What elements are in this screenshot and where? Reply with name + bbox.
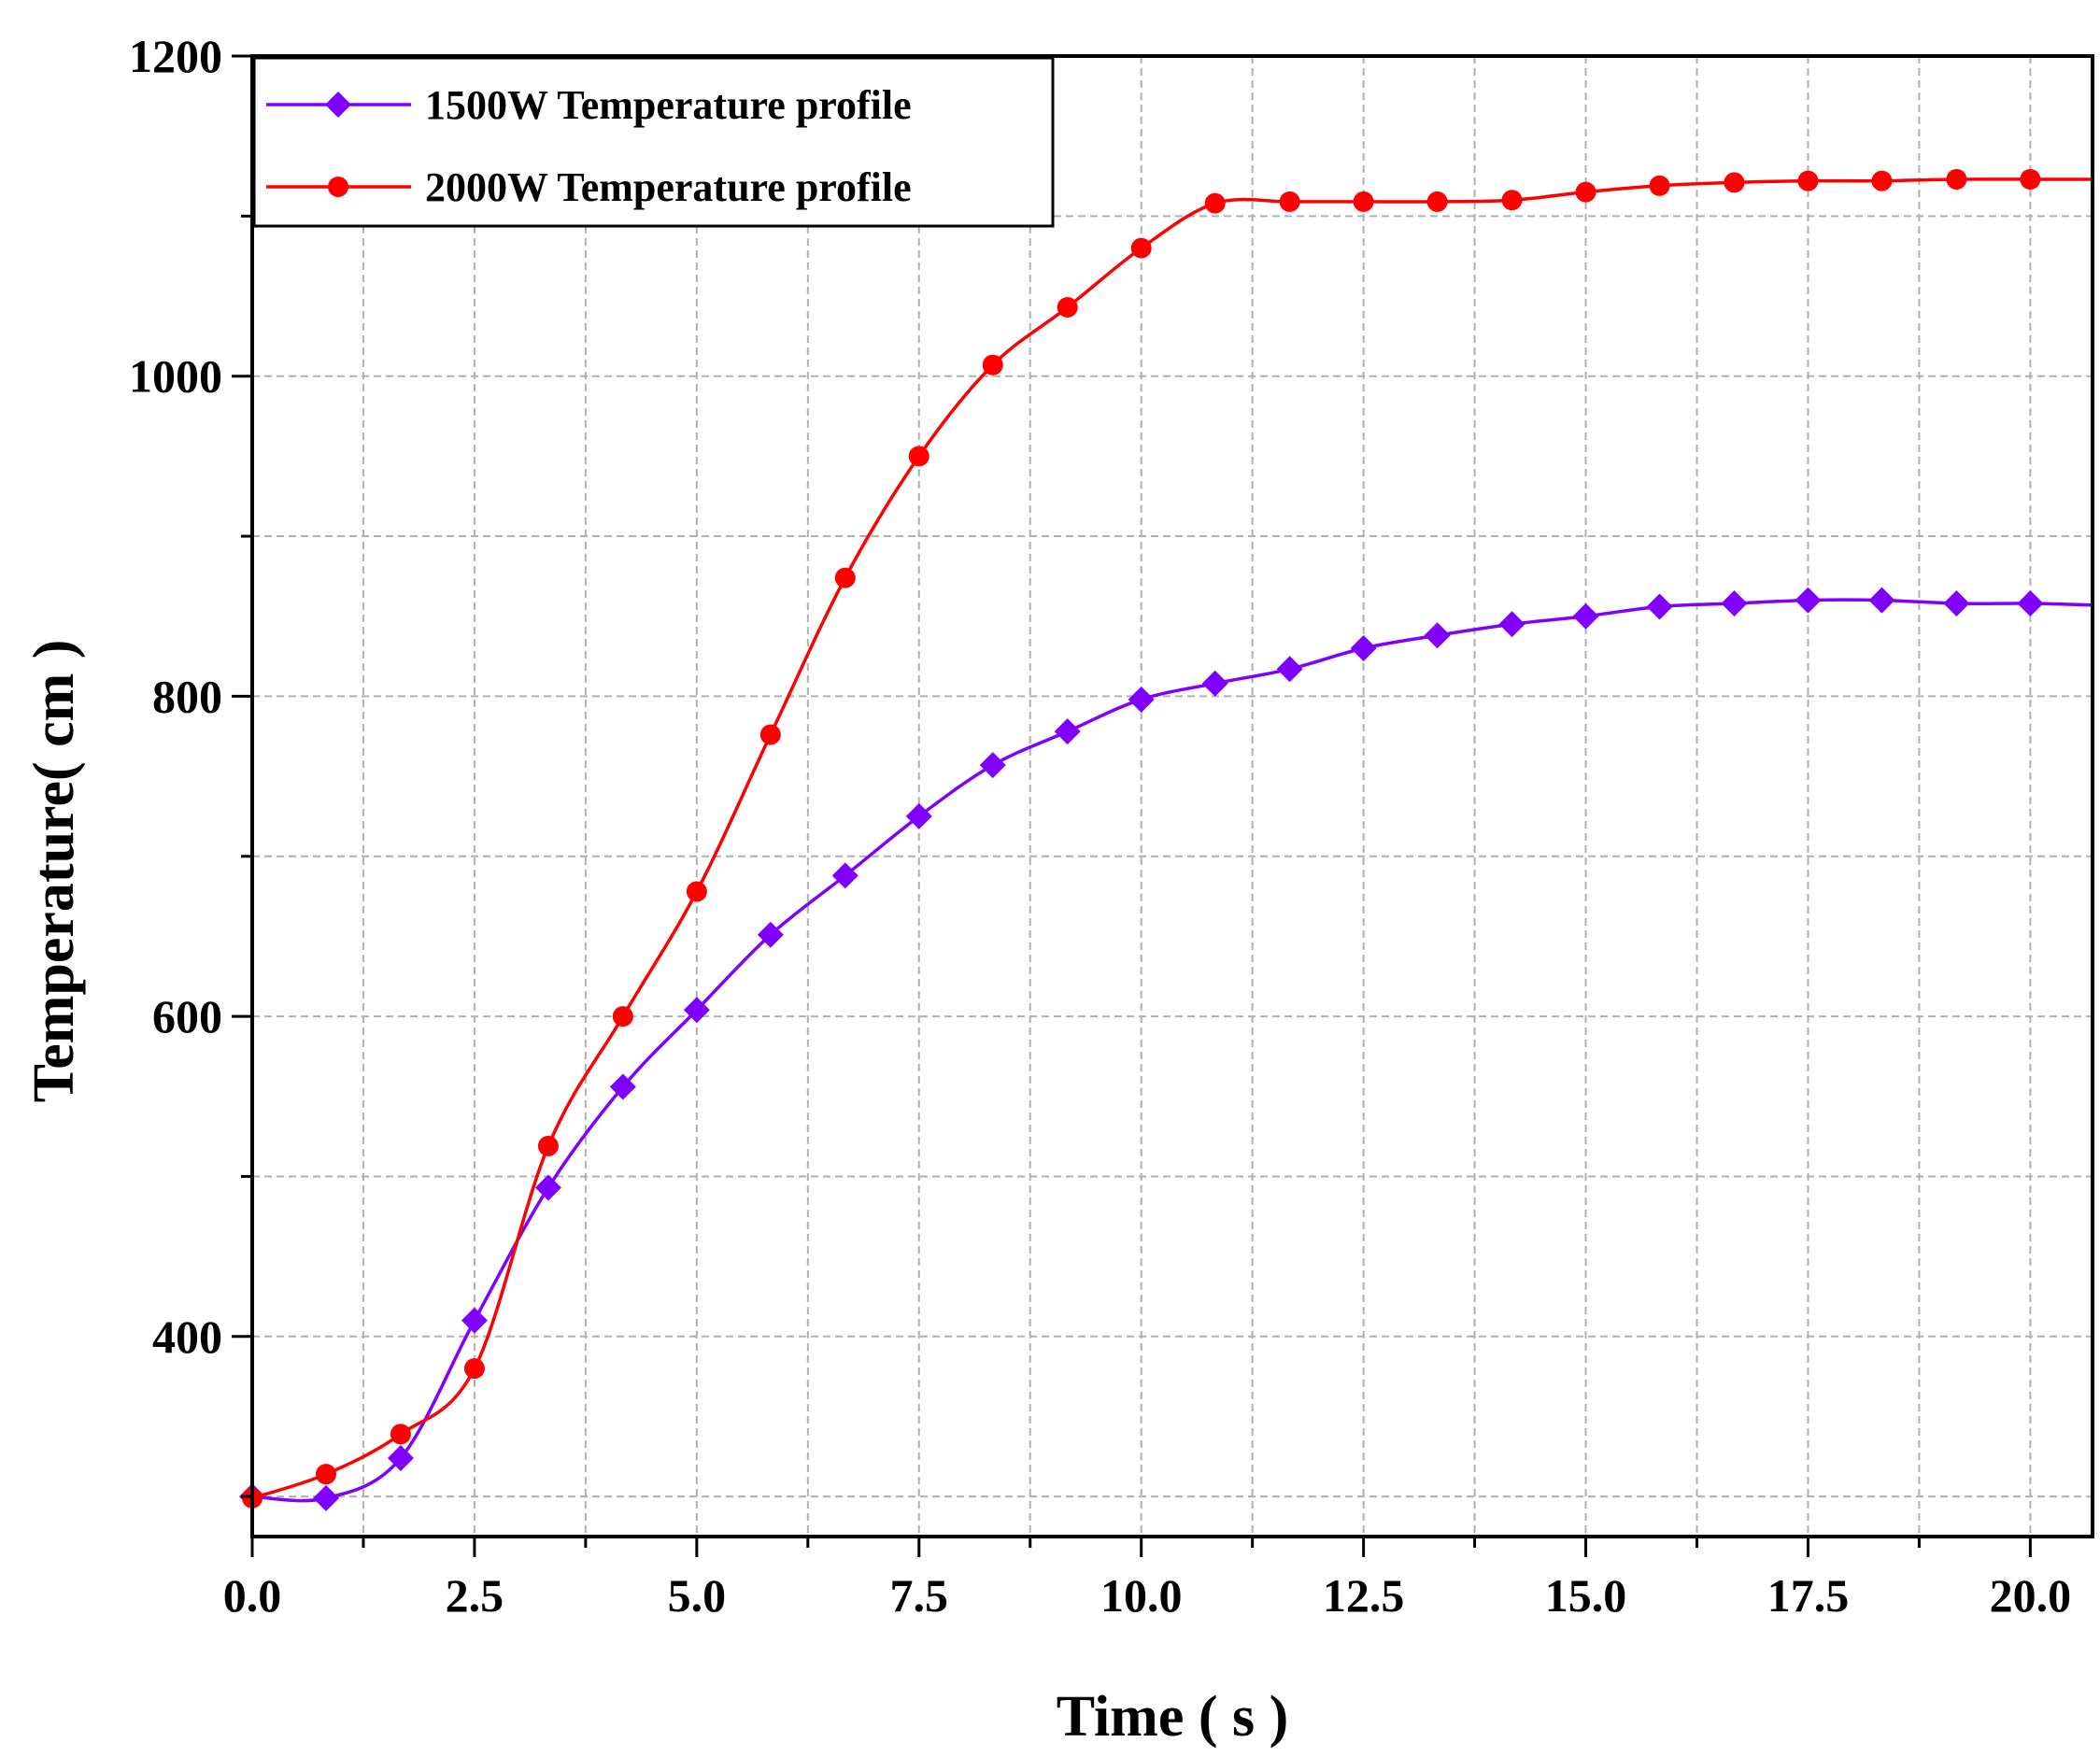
data-point-2000w xyxy=(390,1424,411,1445)
series-2000w xyxy=(242,168,2093,1509)
data-point-2000w xyxy=(1649,175,1670,196)
data-point-1500w xyxy=(1868,587,1895,614)
legend-marker-1500w xyxy=(325,92,351,118)
legend: 1500W Temperature profile 2000W Temperat… xyxy=(252,56,1055,228)
data-point-1500w xyxy=(1795,587,1822,614)
plot-frame xyxy=(250,54,2094,1538)
y-tick-label: 400 xyxy=(152,1311,222,1363)
y-tick-label: 800 xyxy=(152,670,222,722)
data-point-2000w xyxy=(537,1135,559,1156)
data-point-2000w xyxy=(834,567,856,588)
data-point-1500w xyxy=(534,1174,561,1201)
series-1500w xyxy=(239,587,2093,1511)
series-layer xyxy=(239,168,2093,1511)
data-point-1500w xyxy=(1721,590,1748,617)
data-point-2000w xyxy=(1871,170,1893,191)
x-tick-label: 0.0 xyxy=(223,1569,282,1622)
x-tick-labels: 0.0 2.5 5.0 7.5 10.0 12.5 15.0 17.5 20.0 xyxy=(223,1569,2071,1622)
x-axis-title: Time ( s ) xyxy=(1057,1685,1289,1749)
data-point-1500w xyxy=(1646,593,1673,620)
x-tick-label: 12.5 xyxy=(1323,1569,1405,1622)
data-point-1500w xyxy=(683,997,710,1024)
data-point-1500w xyxy=(757,921,784,948)
x-tick-label: 17.5 xyxy=(1767,1569,1850,1622)
x-tick-label: 10.0 xyxy=(1100,1569,1183,1622)
series-line-1500w xyxy=(251,598,2093,1503)
legend-label-1500w: 1500W Temperature profile xyxy=(425,82,912,128)
data-point-2000w xyxy=(1501,190,1523,211)
data-point-1500w xyxy=(1572,602,1599,630)
data-point-1500w xyxy=(1128,686,1155,713)
legend-marker-2000w xyxy=(328,177,348,197)
data-point-2000w xyxy=(908,446,929,467)
data-point-1500w xyxy=(1943,590,1970,617)
legend-label-2000w: 2000W Temperature profile xyxy=(425,164,912,210)
legend-box xyxy=(252,56,1055,228)
data-point-2000w xyxy=(1575,181,1596,203)
data-point-2000w xyxy=(612,1006,633,1027)
data-point-2000w xyxy=(1797,170,1819,191)
data-point-1500w xyxy=(312,1484,339,1511)
data-point-2000w xyxy=(315,1464,336,1485)
x-tick-label: 2.5 xyxy=(446,1569,504,1622)
data-point-2000w xyxy=(1426,191,1448,212)
y-tick-label: 600 xyxy=(152,990,222,1042)
data-point-2000w xyxy=(1057,297,1078,319)
x-tick-label: 20.0 xyxy=(1990,1569,2072,1622)
data-point-1500w xyxy=(1498,611,1525,638)
data-point-2000w xyxy=(2020,168,2041,190)
axis-ticks xyxy=(232,54,2032,1557)
data-point-1500w xyxy=(1276,656,1303,683)
y-tick-labels: 400 600 800 1000 1200 xyxy=(129,30,222,1363)
data-point-2000w xyxy=(1204,192,1226,214)
data-point-2000w xyxy=(686,881,707,902)
data-point-1500w xyxy=(461,1307,488,1334)
data-point-2000w xyxy=(1130,237,1152,259)
data-point-2000w xyxy=(463,1358,485,1380)
y-tick-label: 1200 xyxy=(129,30,222,82)
data-point-2000w xyxy=(1724,172,1745,193)
x-tick-label: 5.0 xyxy=(668,1569,727,1622)
data-point-2000w xyxy=(759,724,781,745)
data-point-1500w xyxy=(905,802,932,829)
data-point-2000w xyxy=(982,354,1003,375)
data-point-1500w xyxy=(387,1445,414,1472)
y-axis-title: Temperature( cm ) xyxy=(22,640,86,1103)
grid-lines xyxy=(252,56,2093,1537)
data-point-2000w xyxy=(1353,191,1374,212)
data-point-1500w xyxy=(2017,590,2044,617)
x-tick-label: 15.0 xyxy=(1545,1569,1627,1622)
data-point-1500w xyxy=(979,752,1006,779)
data-point-2000w xyxy=(1279,191,1300,212)
data-point-1500w xyxy=(1424,622,1451,649)
x-tick-label: 7.5 xyxy=(890,1569,949,1622)
data-point-1500w xyxy=(609,1073,636,1100)
data-point-2000w xyxy=(1946,168,1967,190)
data-point-1500w xyxy=(1054,718,1081,745)
data-point-1500w xyxy=(1350,635,1377,661)
data-point-1500w xyxy=(1201,670,1228,697)
y-tick-label: 1000 xyxy=(129,350,222,403)
data-point-1500w xyxy=(831,862,858,889)
